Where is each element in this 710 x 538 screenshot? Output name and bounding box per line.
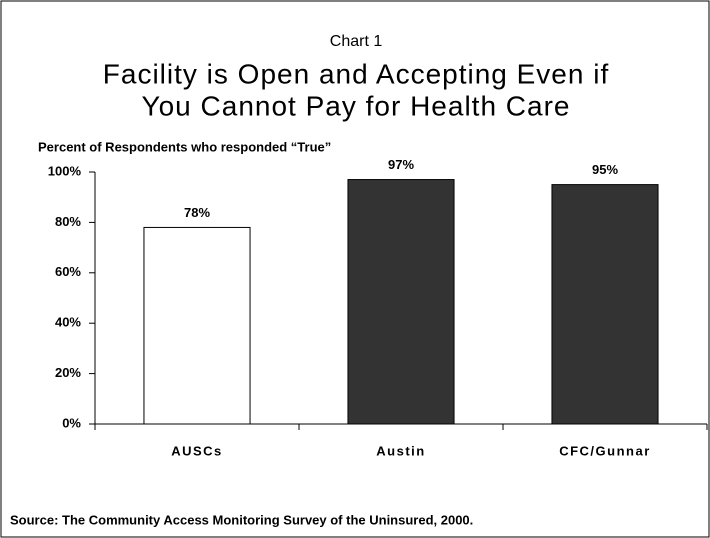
y-tick-label: 60% xyxy=(55,264,81,279)
y-tick-label: 100% xyxy=(48,163,82,178)
source-note: Source: The Community Access Monitoring … xyxy=(10,512,473,527)
data-label: 95% xyxy=(592,162,618,177)
y-tick-label: 40% xyxy=(55,315,81,330)
x-tick-label: Austin xyxy=(376,443,425,458)
chart-title: You Cannot Pay for Health Care xyxy=(142,90,571,121)
x-tick-label: AUSCs xyxy=(171,443,223,458)
bar xyxy=(347,179,455,425)
y-tick-label: 0% xyxy=(62,415,81,430)
x-tick-label: CFC/Gunnar xyxy=(559,443,651,458)
y-tick-label: 80% xyxy=(55,214,81,229)
chart-title: Facility is Open and Accepting Even if xyxy=(103,58,609,89)
bar xyxy=(143,226,251,425)
data-label: 97% xyxy=(388,157,414,172)
chart-subtitle: Chart 1 xyxy=(330,33,383,50)
y-tick-label: 20% xyxy=(55,365,81,380)
data-label: 78% xyxy=(184,205,210,220)
y-axis-label: Percent of Respondents who responded “Tr… xyxy=(38,139,331,154)
bar xyxy=(551,184,659,425)
